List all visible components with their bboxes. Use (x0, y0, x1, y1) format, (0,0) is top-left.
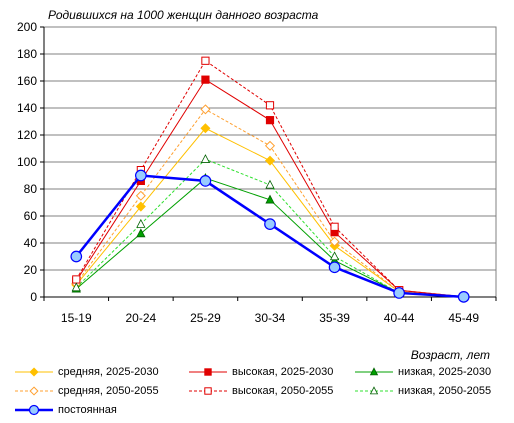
legend-label: постоянная (58, 404, 117, 416)
data-point (199, 175, 212, 187)
legend-label: высокая, 2050-2055 (232, 385, 334, 397)
data-point (265, 179, 275, 189)
legend-marker (369, 367, 379, 376)
x-tick-label: 15-19 (61, 311, 92, 325)
y-tick-label: 120 (17, 128, 37, 142)
legend-marker (28, 404, 40, 416)
legend-marker (369, 386, 379, 395)
data-point (457, 291, 470, 303)
y-tick-label: 180 (17, 47, 37, 61)
legend-item: средняя, 2025-2030 (14, 364, 159, 380)
data-point (393, 287, 405, 299)
data-point (200, 123, 211, 134)
data-point (265, 116, 275, 125)
data-point (136, 228, 146, 238)
legend-label: высокая, 2025-2030 (232, 366, 334, 378)
y-tick-label: 0 (30, 290, 37, 304)
data-point (72, 275, 81, 284)
data-point (135, 169, 147, 182)
x-tick-label: 40-44 (384, 311, 415, 325)
data-point (264, 140, 276, 151)
legend-marker (29, 367, 39, 377)
data-point (201, 75, 210, 84)
legend-swatch (189, 368, 227, 376)
data-point (71, 282, 81, 292)
legend-swatch (15, 367, 53, 377)
data-point (329, 251, 340, 261)
chart-legend: средняя, 2025-2030 высокая, 2025-2030 низк… (14, 364, 504, 418)
legend-item: средняя, 2050-2055 (14, 383, 159, 399)
data-point (200, 154, 211, 163)
legend-swatch (15, 386, 53, 396)
data-point (200, 104, 211, 115)
data-point (70, 250, 83, 263)
chart-title: Родившихся на 1000 женщин данного возрас… (48, 8, 319, 22)
legend-label: средняя, 2025-2030 (58, 366, 159, 378)
x-tick-label: 25-29 (190, 311, 221, 325)
legend-swatch (355, 367, 393, 376)
data-point (264, 155, 276, 166)
y-tick-label: 80 (24, 182, 38, 196)
data-point (201, 56, 210, 65)
legend-label: низкая, 2025-2030 (398, 366, 492, 378)
legend-item: постоянная (14, 402, 117, 418)
x-tick-label: 45-49 (448, 311, 479, 325)
y-tick-label: 200 (17, 20, 37, 34)
legend-swatch (355, 386, 393, 395)
y-tick-label: 140 (17, 101, 37, 115)
data-point (264, 218, 276, 230)
data-point (135, 190, 146, 201)
x-tick-label: 35-39 (319, 311, 350, 325)
x-axis-label: Возраст, лет (410, 348, 490, 362)
legend-item: низкая, 2025-2030 (354, 364, 491, 380)
legend-label: средняя, 2050-2055 (58, 385, 159, 397)
legend-marker (204, 387, 212, 395)
legend-label: низкая, 2050-2055 (398, 385, 492, 397)
legend-item: низкая, 2050-2055 (354, 383, 491, 399)
legend-marker (29, 386, 39, 396)
x-tick-label: 30-34 (255, 311, 286, 325)
data-point (329, 236, 340, 247)
legend-swatch (189, 387, 227, 395)
y-tick-label: 100 (17, 155, 37, 169)
data-point (328, 261, 341, 274)
series-7 (70, 169, 470, 303)
data-point (136, 218, 146, 228)
y-tick-label: 40 (24, 236, 38, 250)
data-point (330, 222, 339, 231)
legend-item: высокая, 2025-2030 (188, 364, 333, 380)
data-point (265, 194, 275, 204)
x-tick-label: 20-24 (126, 311, 157, 325)
legend-swatch (15, 404, 53, 416)
data-point (265, 101, 275, 110)
y-tick-label: 20 (24, 263, 38, 277)
y-tick-label: 60 (24, 209, 38, 223)
legend-marker (204, 368, 212, 376)
y-tick-label: 160 (17, 74, 37, 88)
legend-item: высокая, 2050-2055 (188, 383, 333, 399)
data-point (135, 201, 146, 212)
